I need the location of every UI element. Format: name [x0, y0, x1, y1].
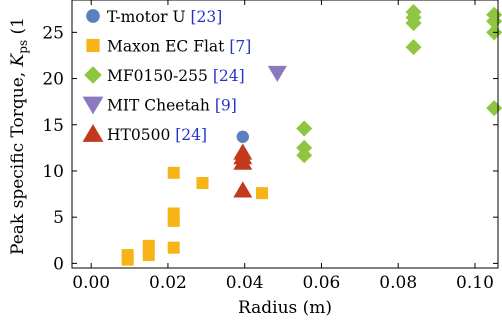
y-tick-label: 10: [42, 162, 64, 182]
legend-label: MIT Cheetah [9]: [107, 97, 237, 115]
legend-entry: MF0150-255 [24]: [84, 66, 245, 85]
data-point: [236, 130, 249, 143]
data-point: [486, 100, 502, 117]
x-tick-label: 0.02: [149, 273, 187, 293]
data-point: [121, 249, 134, 262]
legend-entry: MIT Cheetah [9]: [82, 96, 237, 115]
legend-series-name: T-motor U: [107, 8, 191, 26]
y-axis-label: Peak specific Torque, Kps (1: [8, 17, 30, 255]
legend-entry: Maxon EC Flat [7]: [86, 38, 251, 56]
legend-series-name: HT0500: [107, 126, 175, 144]
legend-citation: [23]: [191, 8, 223, 26]
legend-label: Maxon EC Flat [7]: [107, 38, 251, 56]
legend-entry: HT0500 [24]: [82, 124, 207, 144]
legend-marker: [86, 38, 100, 53]
legend-label: T-motor U [23]: [107, 8, 222, 26]
plot-frame: [71, 0, 499, 269]
x-tick-label: 0.06: [303, 273, 341, 293]
data-point: [405, 39, 422, 56]
series-1: [121, 166, 268, 266]
x-tick-label: 0.00: [72, 273, 110, 293]
x-tick-label: 0.04: [226, 273, 264, 293]
y-tick-label: 0: [53, 254, 64, 274]
series-4: [233, 143, 253, 198]
legend-series-name: MF0150-255: [107, 67, 213, 85]
legend-citation: [24]: [175, 126, 207, 144]
legend-marker: [82, 124, 104, 142]
legend-series-name: Maxon EC Flat: [107, 38, 229, 56]
data-point: [405, 4, 422, 21]
data-point: [167, 166, 180, 179]
y-tick-label: 20: [42, 70, 64, 90]
data-point: [255, 187, 268, 200]
series-0: [236, 130, 249, 143]
data-point: [196, 176, 209, 189]
y-tick-label: 25: [42, 23, 64, 43]
y-axis-label-symbol: K: [8, 52, 28, 67]
series-3: [267, 65, 287, 83]
series-2: [296, 4, 502, 164]
y-axis-label-main: Peak specific Torque,: [8, 66, 28, 255]
legend-label: HT0500 [24]: [107, 126, 207, 144]
legend-citation: [7]: [229, 38, 251, 56]
data-point: [167, 241, 180, 254]
y-axis-label-subscript: ps: [16, 40, 30, 54]
legend-series-name: MIT Cheetah: [107, 97, 215, 115]
legend-label: MF0150-255 [24]: [107, 67, 245, 85]
data-point: [296, 120, 313, 137]
data-point: [167, 207, 180, 220]
y-tick-label: 5: [53, 208, 64, 228]
data-point: [296, 139, 313, 156]
data-point: [142, 239, 155, 252]
y-axis-label-unit: (1: [8, 17, 28, 40]
data-point: [142, 249, 155, 262]
legend-citation: [24]: [213, 67, 245, 85]
axis-ticks: 0.00 0.02 0.04 0.06 0.08 0.10 0 5 10 15 20 25: [42, 0, 498, 293]
legend-marker: [86, 9, 100, 23]
y-tick-label: 15: [42, 116, 64, 136]
legend-entry: T-motor U [23]: [86, 8, 222, 26]
data-point: [233, 181, 253, 198]
legend-citation: [9]: [215, 97, 237, 115]
legend-marker: [82, 96, 104, 115]
data-point: [267, 65, 287, 83]
x-axis-label: Radius (m): [238, 298, 332, 318]
legend: T-motor U [23] Maxon EC Flat [7] MF0150-25…: [82, 8, 251, 144]
data-point: [233, 143, 253, 160]
x-tick-label: 0.10: [456, 273, 494, 293]
legend-marker: [84, 66, 102, 84]
x-tick-label: 0.08: [379, 273, 417, 293]
